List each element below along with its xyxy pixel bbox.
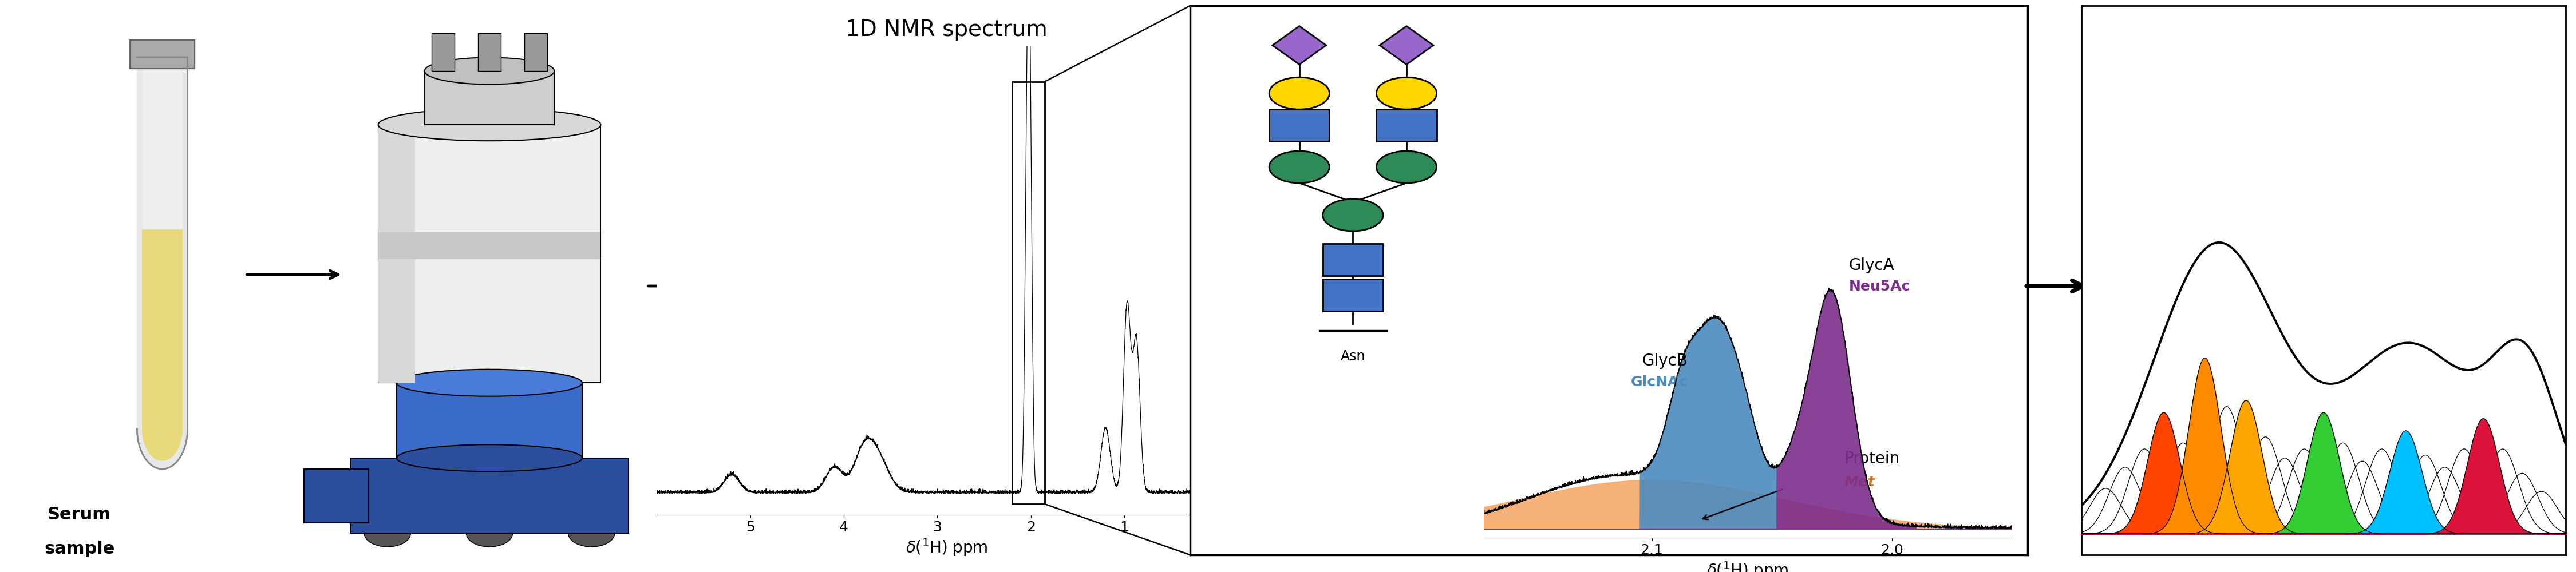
Polygon shape <box>350 458 629 533</box>
Ellipse shape <box>397 370 582 396</box>
Ellipse shape <box>379 109 600 141</box>
Polygon shape <box>379 232 600 259</box>
Text: Asn: Asn <box>1340 349 1365 363</box>
X-axis label: $\delta$($^{1}$H) ppm: $\delta$($^{1}$H) ppm <box>907 537 987 558</box>
Text: GlcNAc: GlcNAc <box>1631 375 1687 389</box>
Ellipse shape <box>425 58 554 84</box>
Ellipse shape <box>1270 77 1329 109</box>
Ellipse shape <box>363 520 410 547</box>
Polygon shape <box>425 71 554 125</box>
Polygon shape <box>379 125 415 383</box>
Text: Met: Met <box>1844 475 1875 489</box>
Polygon shape <box>1273 26 1327 65</box>
Polygon shape <box>142 69 183 229</box>
Text: GlycA: GlycA <box>1850 257 1893 273</box>
Ellipse shape <box>1324 199 1383 231</box>
Ellipse shape <box>1376 77 1437 109</box>
Title: 1D NMR spectrum: 1D NMR spectrum <box>845 19 1048 41</box>
Bar <box>1270 109 1329 141</box>
Ellipse shape <box>1270 151 1329 183</box>
Polygon shape <box>397 383 582 458</box>
Polygon shape <box>379 125 600 383</box>
Polygon shape <box>1381 26 1432 65</box>
Text: Protein: Protein <box>1844 451 1899 467</box>
Ellipse shape <box>1376 151 1437 183</box>
X-axis label: $\delta$($^{1}$H) ppm: $\delta$($^{1}$H) ppm <box>1708 560 1788 572</box>
Text: sample: sample <box>44 541 116 557</box>
Polygon shape <box>142 229 183 460</box>
Polygon shape <box>526 33 549 71</box>
Polygon shape <box>433 33 456 71</box>
Ellipse shape <box>397 444 582 471</box>
Polygon shape <box>129 40 196 69</box>
Bar <box>1324 244 1383 276</box>
Text: Neu5Ac: Neu5Ac <box>1850 280 1909 293</box>
Polygon shape <box>304 469 368 523</box>
Ellipse shape <box>466 520 513 547</box>
Bar <box>1376 109 1437 141</box>
Bar <box>1012 82 1046 504</box>
Bar <box>1324 279 1383 311</box>
Polygon shape <box>479 33 502 71</box>
Polygon shape <box>137 57 188 469</box>
Ellipse shape <box>569 520 616 547</box>
Text: Serum: Serum <box>46 507 111 523</box>
Text: GlycB: GlycB <box>1641 353 1687 369</box>
